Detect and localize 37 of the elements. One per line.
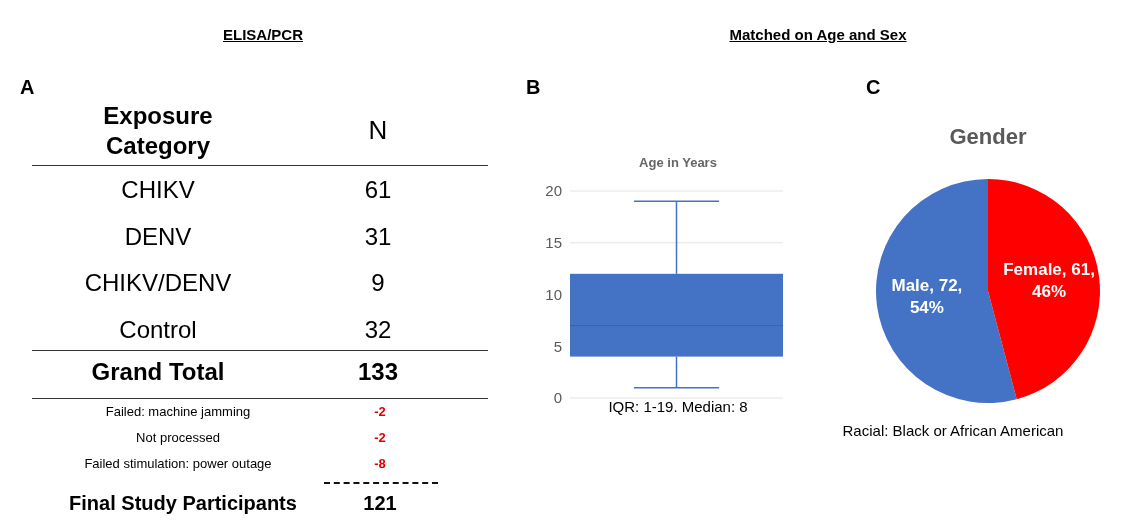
data-label: 31: [363, 222, 393, 251]
slice-label: Male, 72, 54%: [890, 274, 964, 319]
text: A: [20, 76, 35, 99]
slice-label: Female, 61, 46%: [1002, 259, 1096, 303]
text: Not processed: [135, 430, 221, 445]
category-label: CHIKV: [120, 176, 196, 204]
text: 133: [356, 358, 399, 386]
category-label: CHIKV/DENV: [83, 269, 233, 297]
text: Matched on Age and Sex: [728, 26, 908, 43]
data-label: 9: [370, 269, 386, 297]
text: -2: [373, 430, 387, 445]
text: -8: [373, 456, 387, 471]
chart-title: Age in Years: [638, 155, 718, 170]
category-label: DENV: [123, 222, 193, 251]
text: Racial: Black or African American: [841, 422, 1065, 439]
pie-slice: [988, 179, 1100, 400]
chart-title: Gender: [948, 124, 1028, 150]
y-tick-label: 20: [545, 182, 562, 200]
text: Failed stimulation: power outage: [83, 456, 273, 471]
data-label: 32: [363, 315, 393, 344]
text: 121: [362, 492, 398, 515]
text: -2: [373, 404, 387, 419]
y-tick-label: 5: [553, 337, 562, 355]
text: ELISA/PCR: [222, 26, 304, 43]
text: Failed: machine jamming: [104, 404, 252, 419]
data-label: 61: [363, 176, 393, 204]
category-label: Control: [118, 315, 198, 344]
y-tick-label: 15: [545, 234, 562, 252]
text: Grand Total: [90, 358, 226, 386]
y-tick-label: 0: [553, 389, 562, 407]
text: N: [367, 115, 389, 146]
text: B: [526, 76, 541, 99]
y-tick-label: 10: [545, 285, 562, 303]
text: Final Study Participants: [68, 492, 298, 515]
annotation: IQR: 1-19. Median: 8: [608, 398, 748, 415]
text: C: [866, 76, 881, 99]
text: Exposure Category: [102, 101, 214, 161]
